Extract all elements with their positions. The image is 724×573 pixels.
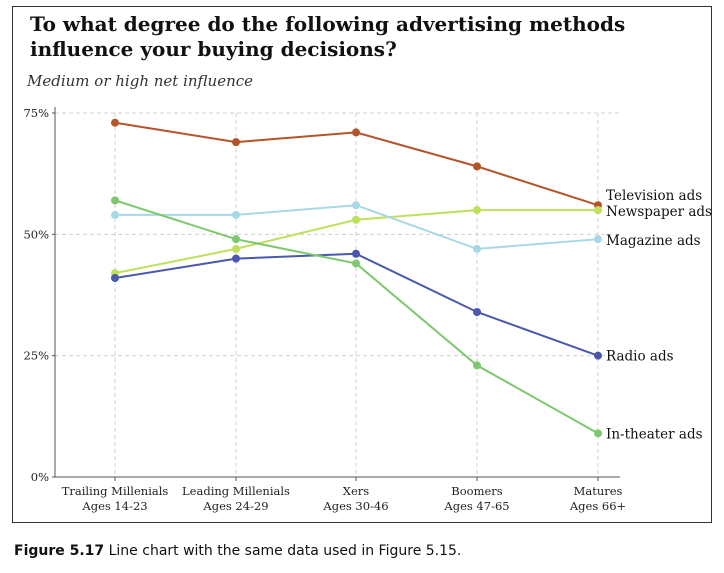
data-point: [594, 206, 602, 215]
y-tick-label: 0%: [31, 470, 49, 484]
x-tick-label-line: Ages 47-65: [443, 499, 509, 513]
series-label: Newspaper ads: [606, 204, 712, 220]
axes: 0% 25% 50% 75% Trailing Millenials Ages 14-23…: [23, 106, 626, 513]
x-tick-label-line: Xers: [343, 484, 369, 498]
data-point: [352, 259, 360, 268]
figure-number: Figure 5.17: [14, 543, 105, 559]
data-point: [111, 118, 119, 127]
y-tick-label: 50%: [23, 227, 49, 241]
chart-subtitle: Medium or high net influence: [27, 72, 254, 90]
x-tick-label: Matures Ages 66+: [569, 484, 626, 513]
line-chart: 0% 25% 50% 75% Trailing Millenials Ages 14-23…: [23, 106, 712, 513]
y-tick-label: 25%: [23, 349, 49, 363]
data-point: [111, 210, 119, 219]
data-point: [473, 307, 481, 316]
x-tick-label-line: Ages 24-29: [202, 499, 268, 513]
series-label: Television ads: [606, 188, 702, 204]
data-point: [594, 235, 602, 244]
data-point: [352, 201, 360, 210]
y-tick-label: 75%: [23, 106, 49, 120]
x-tick-label-line: Trailing Millenials: [62, 484, 169, 498]
data-point: [594, 351, 602, 360]
data-point: [352, 249, 360, 258]
series-points: [111, 118, 602, 438]
data-point: [232, 254, 240, 263]
series-label: Magazine ads: [606, 233, 701, 249]
x-tick-label: Leading Millenials Ages 24-29: [182, 484, 290, 513]
data-point: [232, 138, 240, 147]
x-tick-label-line: Boomers: [451, 484, 503, 498]
x-tick-label: Xers Ages 30-46: [322, 484, 388, 513]
data-point: [111, 196, 119, 205]
data-point: [352, 215, 360, 224]
data-point: [473, 206, 481, 215]
x-tick-label-line: Leading Millenials: [182, 484, 290, 498]
grid-lines: [55, 112, 620, 477]
data-point: [473, 361, 481, 370]
data-point: [352, 128, 360, 137]
x-tick-label-line: Ages 66+: [569, 499, 626, 513]
x-tick-label: Boomers Ages 47-65: [443, 484, 509, 513]
data-point: [111, 274, 119, 283]
data-point: [473, 244, 481, 253]
x-tick-label-line: Ages 14-23: [81, 499, 147, 513]
caption-text: Line chart with the same data used in Fi…: [104, 543, 462, 559]
series-label: Radio ads: [606, 349, 674, 365]
figure-caption: Figure 5.17 Line chart with the same dat…: [14, 543, 461, 559]
chart-frame: [12, 6, 712, 523]
data-point: [473, 162, 481, 171]
x-tick-label-line: Matures: [574, 484, 623, 498]
series-label: In-theater ads: [606, 426, 703, 442]
chart-title: To what degree do the following advertis…: [30, 12, 626, 61]
x-tick-label: Trailing Millenials Ages 14-23: [62, 484, 169, 513]
data-point: [594, 429, 602, 438]
data-point: [232, 235, 240, 244]
data-point: [232, 244, 240, 253]
data-point: [232, 210, 240, 219]
x-tick-label-line: Ages 30-46: [322, 499, 388, 513]
